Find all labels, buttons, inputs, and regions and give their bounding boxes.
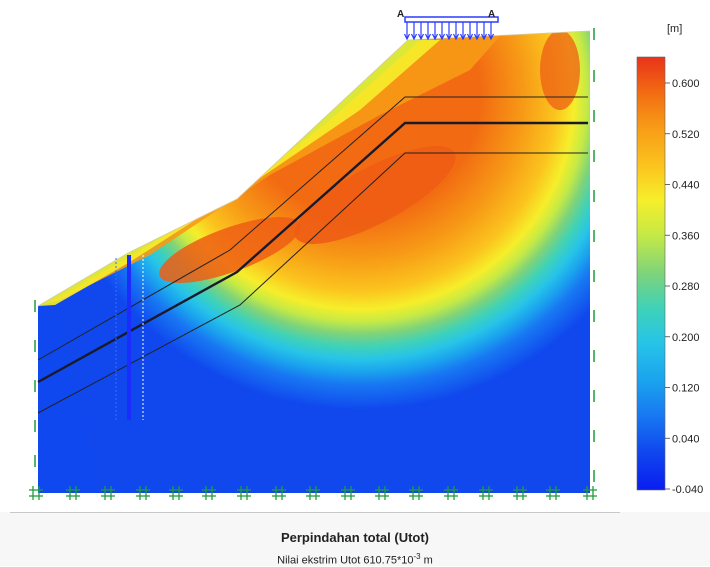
- layer-boundaries: [37, 96, 588, 414]
- fixity-symbol: [479, 486, 493, 500]
- fixity-symbol: [375, 486, 389, 500]
- load-bar: [404, 16, 499, 23]
- plot-title: Perpindahan total (Utot): [280, 530, 430, 545]
- load-arrow-head: [480, 33, 488, 41]
- load-label-left: A: [397, 9, 404, 20]
- extreme-value-label: Nilai ekstrim Utot 610.75*10-3 m: [0, 552, 710, 567]
- legend-tick-label: 0.040: [672, 433, 700, 445]
- load-arrow-head: [431, 33, 439, 41]
- fixity-symbol: [136, 486, 150, 500]
- layer-line-main: [37, 121, 588, 384]
- load-arrow-head: [438, 33, 446, 41]
- load-arrow-head: [445, 33, 453, 41]
- legend-tick-label: 0.520: [672, 129, 700, 141]
- load-arrow-head: [403, 33, 411, 41]
- fixity-symbol: [169, 486, 183, 500]
- bottom-boundary-fixity: [29, 486, 597, 500]
- load-arrow-head: [487, 33, 495, 41]
- extreme-value-exponent: -3: [413, 552, 421, 561]
- fixity-symbol: [237, 486, 251, 500]
- distributed-load: A A: [397, 9, 499, 41]
- fixity-symbol: [513, 486, 527, 500]
- legend-tick-label: 0.280: [672, 281, 700, 293]
- load-arrow-head: [452, 33, 460, 41]
- legend-tick-label: 0.120: [672, 383, 700, 395]
- extreme-value-text: Nilai ekstrim Utot 610.75*10: [277, 554, 414, 567]
- fixity-symbol: [409, 486, 423, 500]
- legend-tick-label: 0.360: [672, 230, 700, 242]
- fixity-symbol: [341, 486, 355, 500]
- pile: [127, 255, 131, 420]
- load-arrow-head: [459, 33, 467, 41]
- layer-line-upper: [37, 96, 588, 361]
- load-arrow-head: [410, 33, 418, 41]
- load-arrow-head: [424, 33, 432, 41]
- legend-ticks: 0.600 0.520 0.440 0.360 0.280 0.200 0.120 0.040…: [665, 78, 703, 496]
- slope-contour-fill: [38, 31, 590, 493]
- color-legend: [m] 0.6000.5200.4400.3600.2800.2000.1200…: [636, 23, 703, 496]
- plot-footer: Perpindahan total (Utot) Nilai ekstrim U…: [0, 512, 710, 567]
- fixity-symbol: [306, 486, 320, 500]
- fixity-symbol: [101, 486, 115, 500]
- fixity-symbol: [29, 486, 43, 500]
- legend-tick-label: -0.040: [672, 484, 703, 496]
- legend-color-bar: [636, 56, 666, 491]
- fixity-symbol: [66, 486, 80, 500]
- load-arrow-head: [466, 33, 474, 41]
- legend-tick-label: 0.600: [672, 78, 700, 90]
- pile-element: [115, 255, 144, 420]
- legend-tick-label: 0.440: [672, 180, 700, 192]
- load-arrow-head: [473, 33, 481, 41]
- layer-line-lower: [37, 152, 588, 414]
- legend-tick-label: 0.200: [672, 332, 700, 344]
- footer-divider: [10, 512, 620, 513]
- load-arrows: [403, 22, 495, 41]
- load-label-right: A: [488, 9, 495, 20]
- extreme-value-unit: m: [420, 554, 433, 567]
- load-arrow-head: [417, 33, 425, 41]
- fixity-symbol: [583, 486, 597, 500]
- unit-label: [m]: [667, 23, 682, 35]
- fixity-symbol: [202, 486, 216, 500]
- fixity-symbol: [444, 486, 458, 500]
- fixity-symbol: [546, 486, 560, 500]
- fixity-symbol: [272, 486, 286, 500]
